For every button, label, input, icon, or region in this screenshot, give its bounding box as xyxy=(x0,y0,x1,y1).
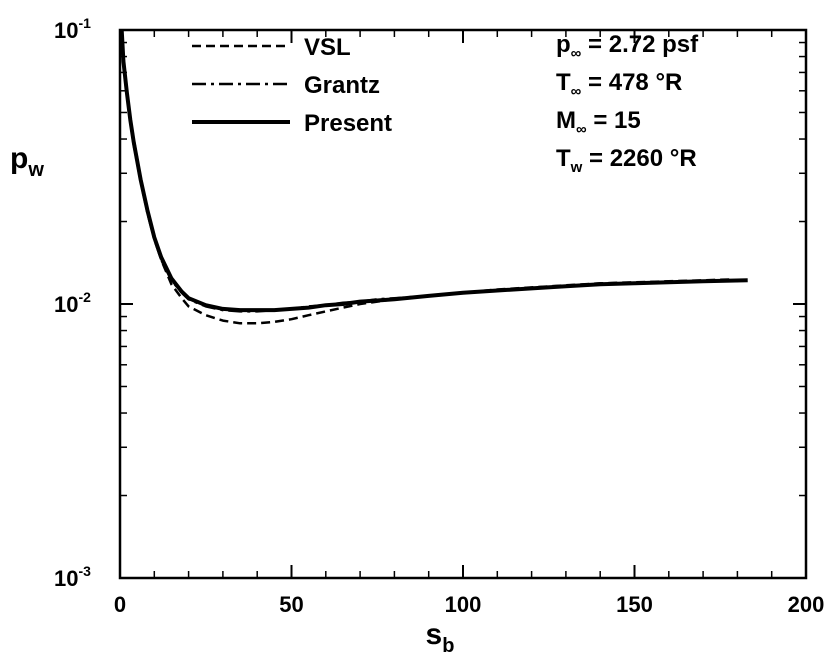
y-tick-base: 10 xyxy=(54,18,78,43)
y-tick-exponent: -2 xyxy=(78,289,91,305)
x-axis-label-subscript: b xyxy=(442,635,454,657)
y-axis-label: pw xyxy=(10,142,44,181)
condition-line: p∞ = 2.72 psf xyxy=(556,31,699,62)
condition-line: M∞ = 15 xyxy=(556,107,641,138)
series-lines xyxy=(119,29,748,325)
x-tick-label: 50 xyxy=(279,592,303,617)
condition-value: = 2.72 psf xyxy=(581,31,699,58)
x-tick-label: 150 xyxy=(616,592,653,617)
series-line-present xyxy=(119,29,748,313)
y-tick-exponent: -3 xyxy=(78,563,91,579)
x-tick-label: 100 xyxy=(445,592,482,617)
condition-symbol: p xyxy=(556,31,571,58)
y-tick-base: 10 xyxy=(54,292,78,317)
x-axis-label: sb xyxy=(426,618,455,657)
condition-symbol: T xyxy=(556,69,571,96)
legend-label-grantz: Grantz xyxy=(304,72,380,99)
legend: VSL Grantz Present xyxy=(192,34,392,137)
x-axis-ticks: 0 50 100 150 200 xyxy=(114,30,824,617)
x-tick-label: 0 xyxy=(114,592,126,617)
y-tick-label: 10-3 xyxy=(54,563,91,591)
condition-value: = 15 xyxy=(587,107,641,134)
y-tick-label: 10-1 xyxy=(54,15,91,43)
plot-frame xyxy=(118,28,808,580)
condition-subscript: ∞ xyxy=(571,45,582,62)
condition-subscript: ∞ xyxy=(571,83,582,100)
series-line-vsl xyxy=(120,29,731,325)
condition-value: = 2260 °R xyxy=(582,145,696,172)
condition-symbol: M xyxy=(556,107,576,134)
x-tick-label: 200 xyxy=(788,592,825,617)
y-axis-ticks: 10-310-210-1 xyxy=(54,15,806,591)
legend-label-vsl: VSL xyxy=(304,34,351,61)
condition-subscript: ∞ xyxy=(576,121,587,138)
condition-symbol: T xyxy=(556,145,571,172)
y-axis-label-subscript: w xyxy=(27,159,44,181)
condition-line: T∞ = 478 °R xyxy=(556,69,682,100)
y-tick-label: 10-2 xyxy=(54,289,91,317)
condition-value: = 478 °R xyxy=(581,69,682,96)
condition-subscript: w xyxy=(570,159,583,176)
y-tick-base: 10 xyxy=(54,566,78,591)
legend-label-present: Present xyxy=(304,110,392,137)
y-tick-exponent: -1 xyxy=(78,15,91,31)
condition-line: Tw = 2260 °R xyxy=(556,145,697,176)
